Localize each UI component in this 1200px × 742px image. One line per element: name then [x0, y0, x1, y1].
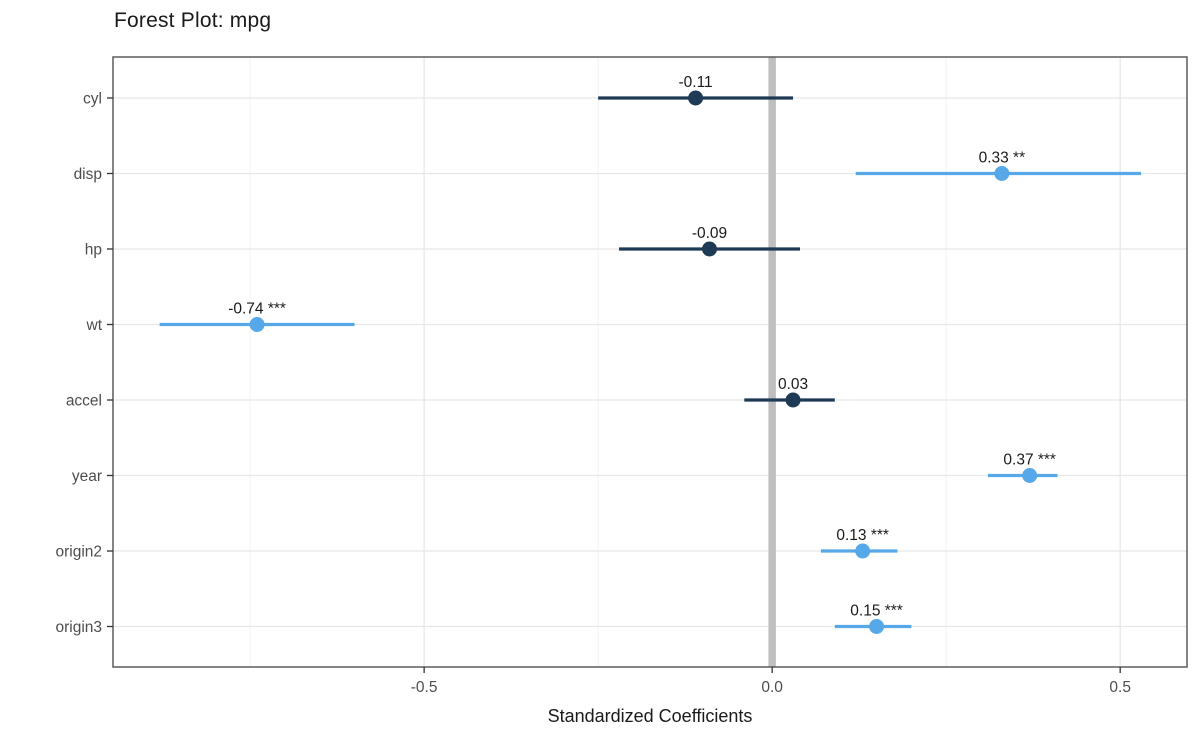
estimate-label: 0.37 *** [1003, 452, 1056, 469]
estimate-label: 0.33 ** [979, 150, 1026, 167]
estimate-point [869, 619, 885, 634]
estimate-point [249, 317, 265, 332]
estimate-point [855, 543, 871, 559]
x-tick-label: 0.5 [1109, 679, 1131, 696]
y-tick-label: cyl [83, 91, 102, 108]
x-tick-label: 0.0 [761, 679, 783, 696]
estimate-point [994, 166, 1010, 181]
estimate-label: -0.11 [678, 74, 712, 91]
estimate-label: 0.13 *** [836, 527, 889, 544]
estimate-label: 0.03 [778, 376, 808, 393]
estimate-point [1022, 468, 1038, 483]
y-tick-label: wt [86, 317, 103, 334]
y-tick-label: year [72, 468, 102, 485]
estimate-label: -0.74 *** [228, 301, 286, 318]
estimate-label: 0.15 *** [850, 603, 903, 620]
estimate-label: -0.09 [692, 225, 727, 242]
y-tick-label: origin2 [55, 544, 102, 561]
x-axis-title: Standardized Coefficients [547, 706, 753, 726]
panel-background [113, 57, 1187, 667]
estimate-point [785, 392, 801, 408]
panel-border [112, 56, 1188, 668]
estimate-point [702, 241, 718, 257]
x-tick-label: -0.5 [411, 679, 438, 696]
y-tick-label: hp [85, 242, 102, 259]
y-tick-label: origin3 [55, 619, 102, 636]
y-tick-label: disp [74, 166, 102, 183]
plot-title: Forest Plot: mpg [114, 9, 272, 32]
estimate-point [688, 90, 704, 106]
y-tick-label: accel [66, 393, 102, 410]
